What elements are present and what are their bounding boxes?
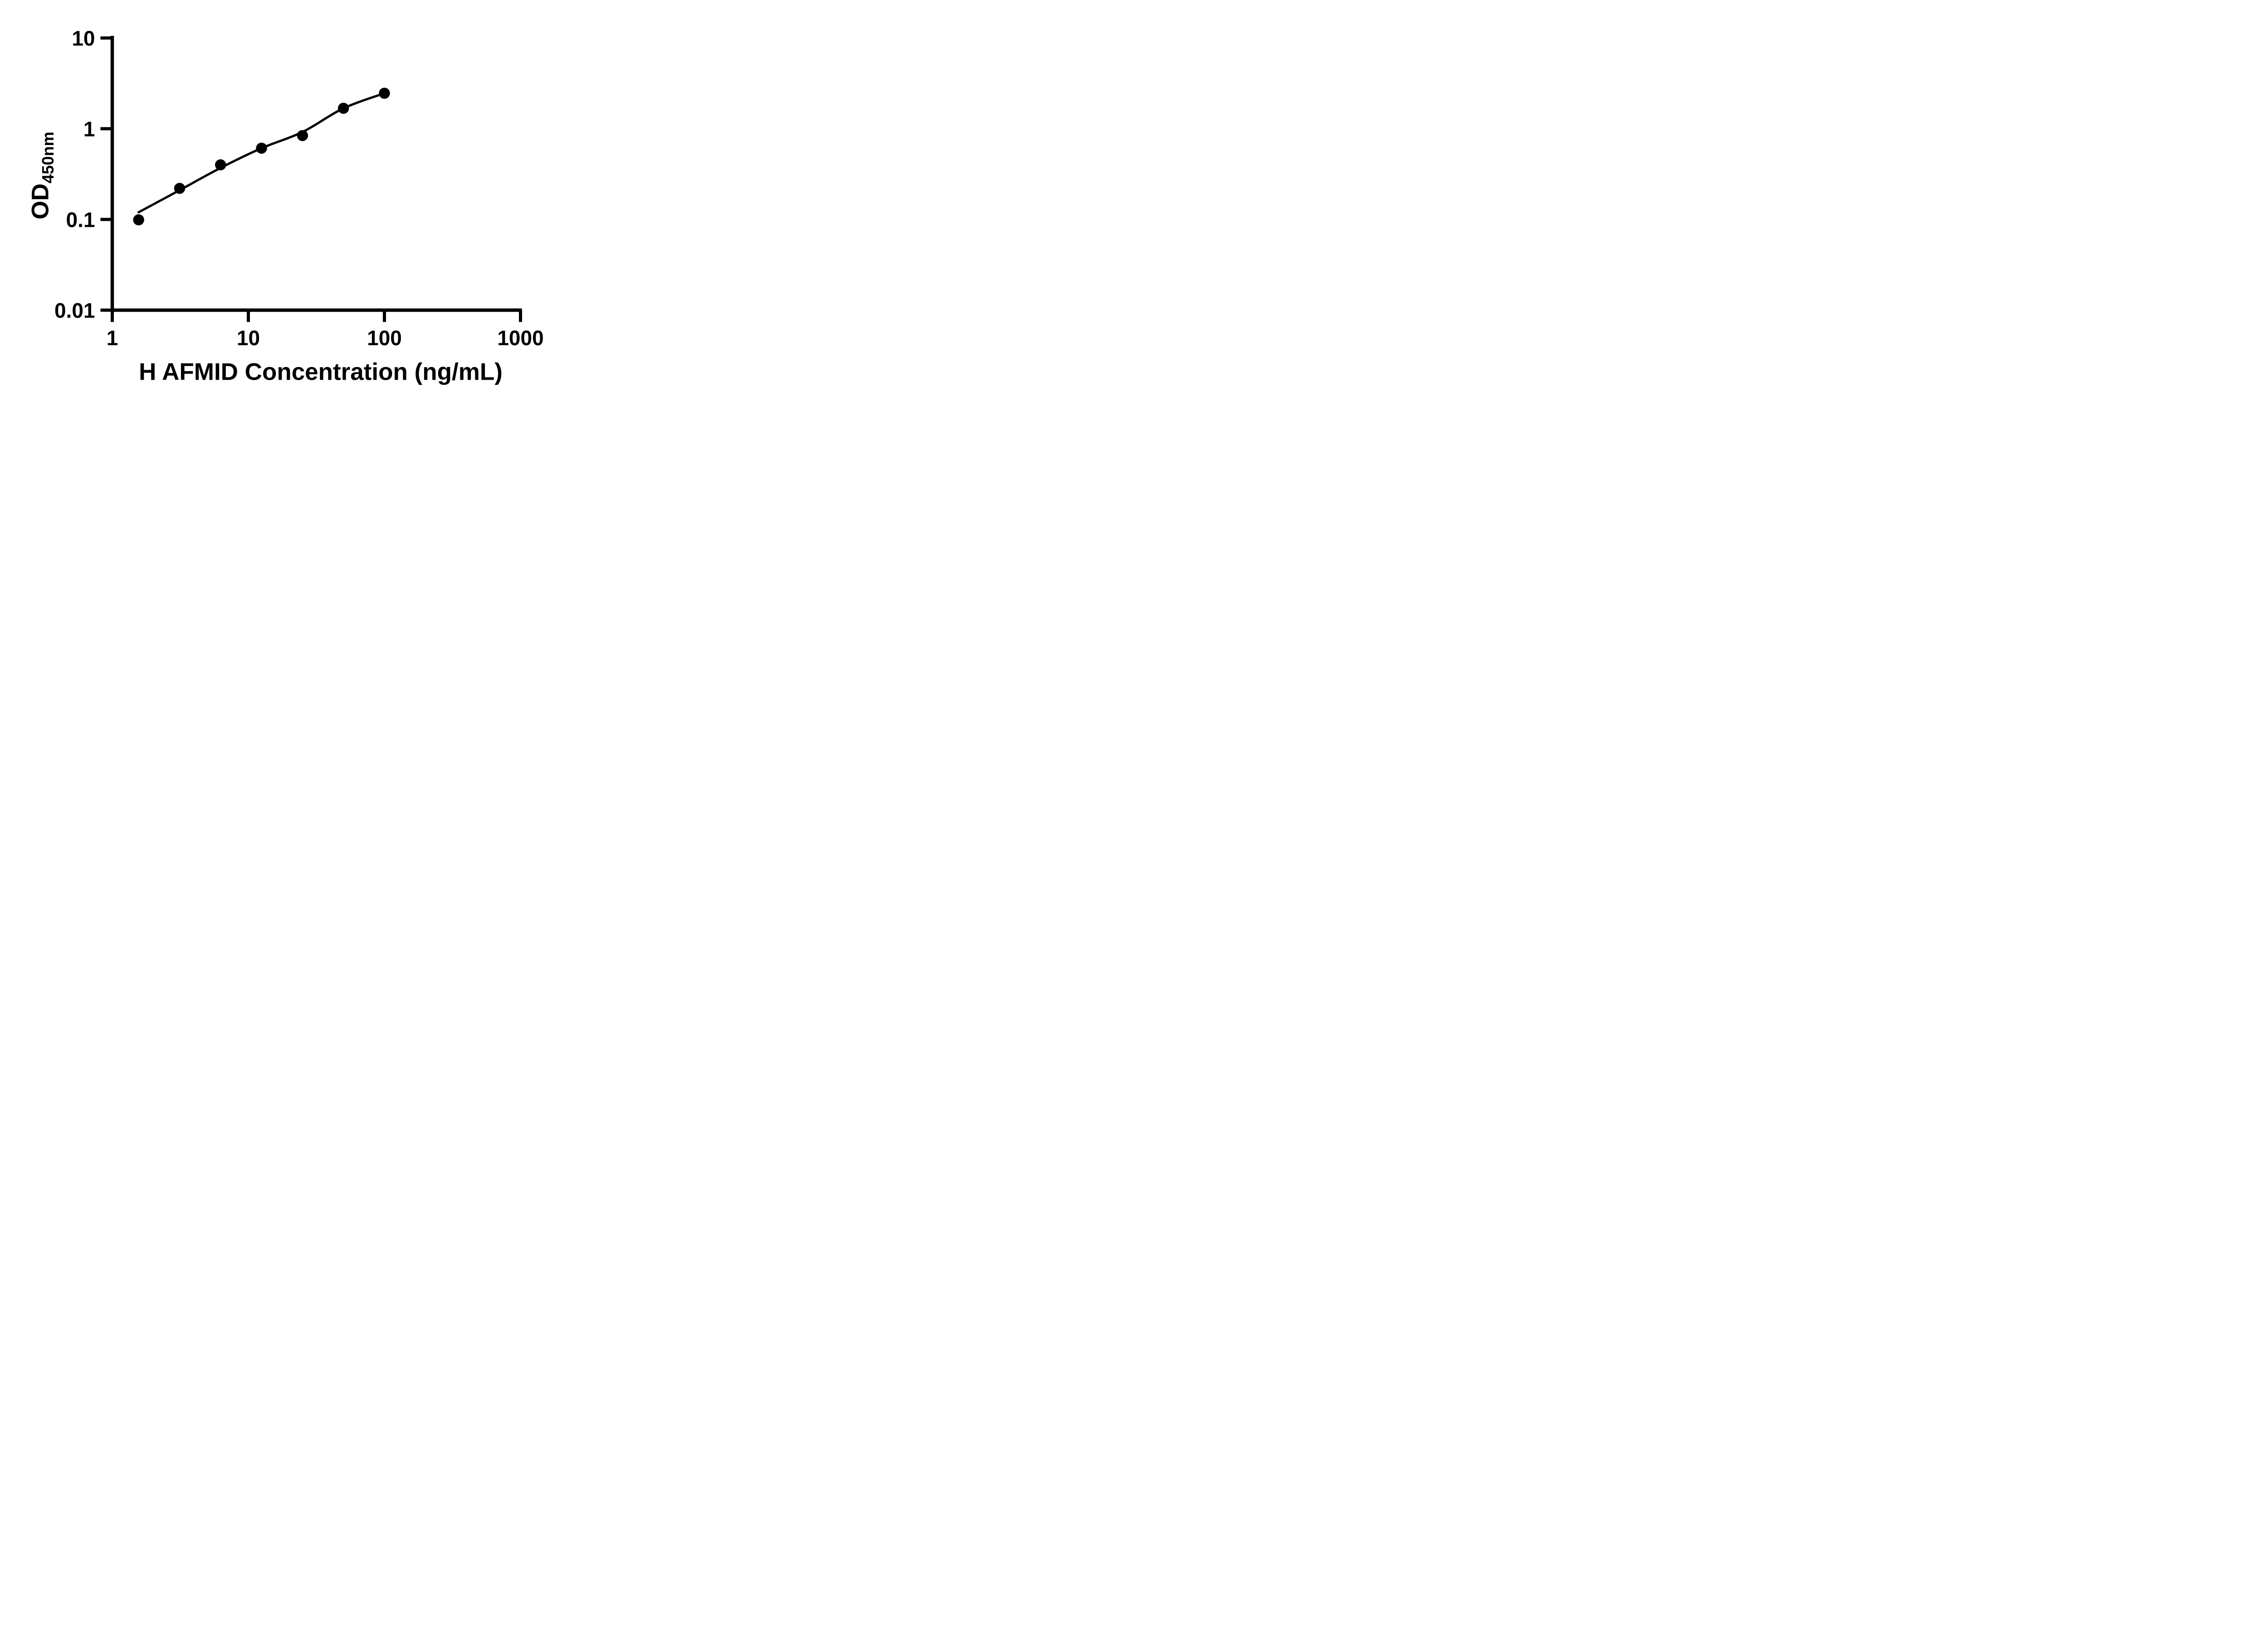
y-axis-title: OD450nm xyxy=(27,132,58,220)
data-point xyxy=(256,142,267,154)
x-tick-label: 1 xyxy=(107,326,118,350)
x-tick-label: 1000 xyxy=(497,326,543,350)
y-tick-label: 0.1 xyxy=(66,208,95,231)
data-point xyxy=(337,103,349,114)
y-tick-label: 0.01 xyxy=(54,298,95,322)
x-tick-label: 10 xyxy=(237,326,260,350)
y-tick-label: 1 xyxy=(83,117,95,141)
data-point xyxy=(215,159,226,171)
elisa-standard-curve-chart: 10 1 0.1 0.01 1 10 100 1000 H AFMID Concentrati… xyxy=(0,0,583,408)
data-point xyxy=(133,214,144,225)
y-tick-label: 10 xyxy=(72,26,95,50)
x-tick-label: 100 xyxy=(367,326,402,350)
data-point xyxy=(379,88,390,99)
data-point xyxy=(297,130,308,142)
plot-canvas: 10 1 0.1 0.01 1 10 100 1000 xyxy=(54,26,544,350)
y-axis-title-subscript: 450nm xyxy=(39,132,58,184)
x-axis-title: H AFMID Concentration (ng/mL) xyxy=(139,358,503,386)
data-point xyxy=(174,183,186,194)
y-axis-title-base: OD xyxy=(27,183,54,220)
